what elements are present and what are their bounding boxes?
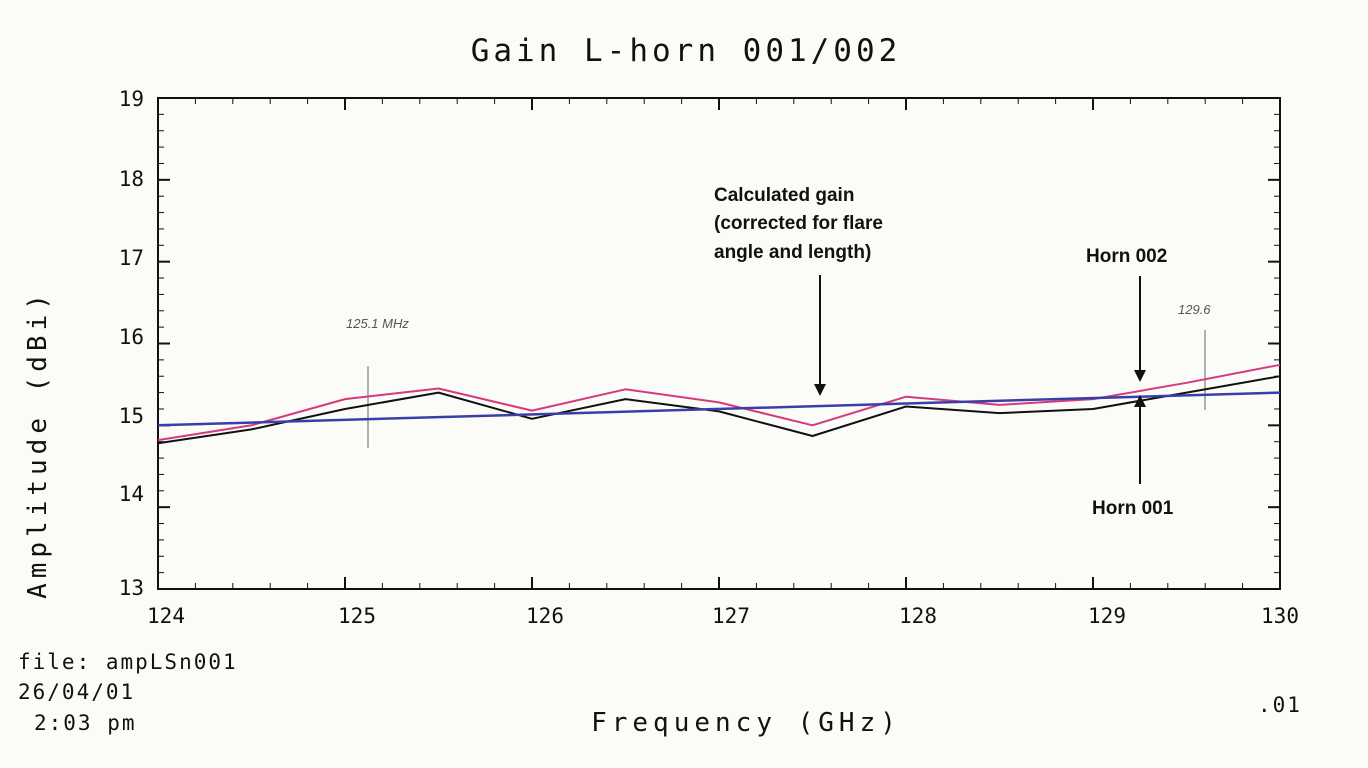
horn-001-annotation: Horn 001	[1092, 395, 1174, 519]
x-tick-label: 126	[526, 604, 564, 628]
file-time: 2:03 pm	[34, 711, 137, 735]
arrowhead	[814, 384, 826, 396]
x-tick-label: 129	[1088, 604, 1126, 628]
x-axis-label: Frequency (GHz)	[591, 708, 901, 738]
series-line-horn-001	[157, 375, 1281, 445]
calculated-gain-annotation: Calculated gain (corrected for flare ang…	[714, 185, 883, 396]
chart-title: Gain L-horn 001/002	[471, 33, 902, 69]
annotation-text: (corrected for flare	[714, 213, 883, 234]
series-line-calculated-gain	[157, 391, 1281, 427]
arrowhead	[1134, 370, 1146, 382]
annotation-text: Calculated gain	[714, 185, 854, 206]
y-tick-label: 16	[119, 325, 144, 349]
arrowhead	[1134, 395, 1146, 407]
y-tick-label: 15	[119, 404, 144, 428]
y-tick-label: 13	[119, 576, 144, 600]
y-tick-label: 17	[119, 246, 144, 270]
x-tick-label: 130	[1261, 604, 1299, 628]
y-tick-label: 19	[119, 87, 144, 111]
annotation-text: Horn 001	[1092, 498, 1174, 519]
annotation-text: Horn 002	[1086, 246, 1167, 267]
y-axis-label: Amplitude (dBi)	[23, 289, 53, 599]
annotation-text: angle and length)	[714, 242, 871, 263]
tick-marks	[157, 97, 1281, 590]
series-line-horn-002	[157, 363, 1281, 442]
x-tick-labels: 124 125 126 127 128 129 130	[147, 604, 1299, 628]
file-date: 26/04/01	[18, 680, 135, 704]
x-tick-label: 125	[338, 604, 376, 628]
horn-002-annotation: Horn 002	[1086, 246, 1167, 382]
handwritten-markers: 125.1 MHz 129.6	[346, 302, 1211, 448]
scale-note: .01	[1258, 693, 1302, 717]
file-info: file: ampLSn001 26/04/01 2:03 pm	[18, 650, 238, 735]
handwritten-marker-label: 125.1 MHz	[346, 316, 409, 331]
x-tick-label: 124	[147, 604, 185, 628]
x-tick-label: 127	[712, 604, 750, 628]
series-layer	[157, 363, 1281, 445]
y-tick-label: 18	[119, 167, 144, 191]
y-tick-label: 14	[119, 482, 144, 506]
file-name: file: ampLSn001	[18, 650, 238, 674]
handwritten-marker-label: 129.6	[1178, 302, 1211, 317]
y-tick-labels: 13 14 15 16 17 18 19	[119, 87, 144, 600]
x-tick-label: 128	[899, 604, 937, 628]
